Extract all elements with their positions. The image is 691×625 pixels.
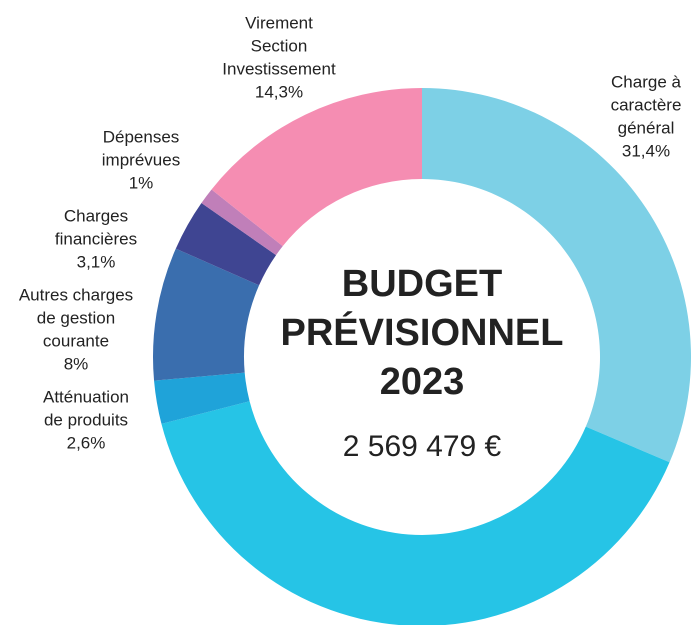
category-label: financières — [55, 229, 137, 248]
value-label: 8% — [64, 354, 89, 373]
donut-segment — [211, 88, 422, 247]
category-label: de gestion — [37, 308, 115, 327]
category-label: général — [618, 118, 675, 137]
value-label: 3,1% — [77, 252, 116, 271]
category-label: Charges — [64, 206, 128, 225]
value-label: 31,4% — [622, 141, 670, 160]
chart-title: 2023 — [380, 361, 465, 403]
category-label: imprévues — [102, 150, 180, 169]
category-label: Atténuation — [43, 387, 129, 406]
chart-title: PRÉVISIONNEL — [281, 310, 564, 354]
category-label: Autres charges — [19, 285, 133, 304]
category-label: Investissement — [222, 59, 336, 78]
donut-segment — [201, 189, 283, 256]
chart-subtitle: 2 569 479 € — [343, 430, 502, 463]
chart-title: BUDGET — [342, 263, 502, 305]
value-label: 2,6% — [67, 433, 106, 452]
category-label: Dépenses — [103, 127, 180, 146]
category-label: de produits — [44, 410, 128, 429]
donut-segment — [161, 401, 670, 625]
donut-segment — [153, 248, 260, 381]
donut-segment — [422, 88, 691, 463]
category-label: Charge à — [611, 72, 681, 91]
category-label: Virement — [245, 13, 313, 32]
category-label: courante — [43, 331, 109, 350]
category-label: caractère — [611, 95, 682, 114]
value-label: 14,3% — [255, 82, 303, 101]
value-label: 1% — [129, 173, 154, 192]
donut-segment — [154, 372, 250, 424]
category-label: Section — [251, 36, 308, 55]
donut-segment — [175, 203, 277, 286]
